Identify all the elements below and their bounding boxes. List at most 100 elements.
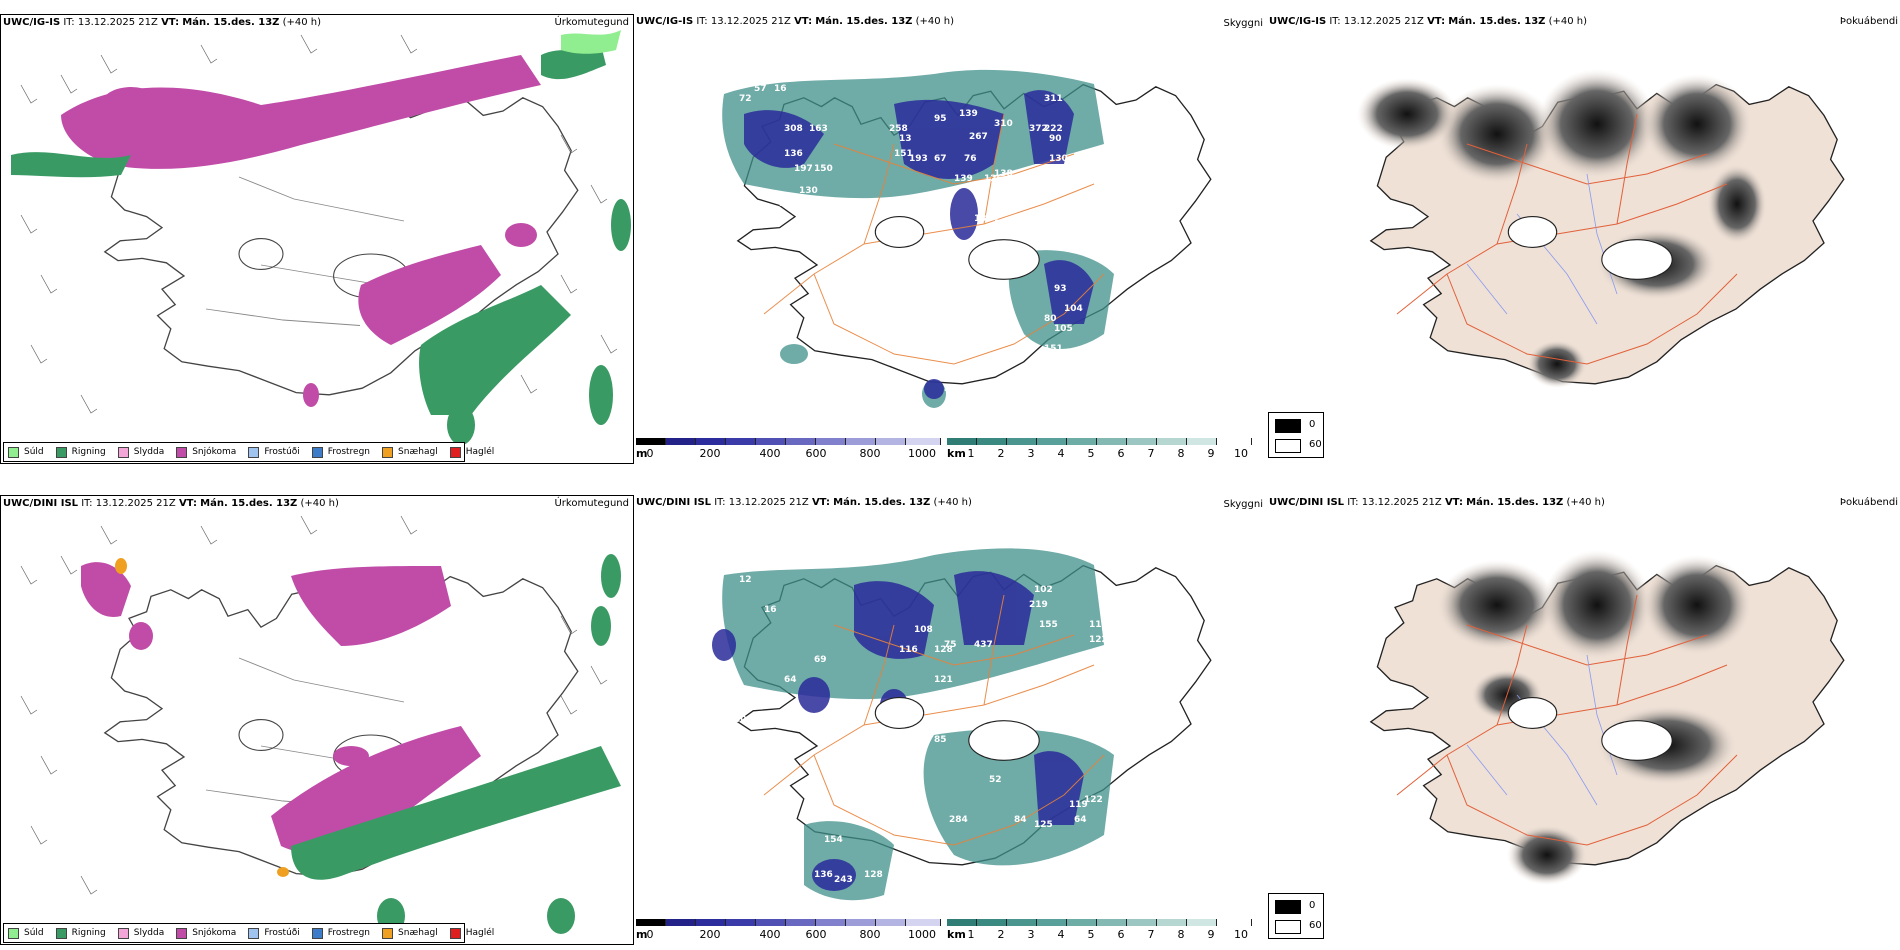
vt-label: VT:: [794, 16, 813, 27]
ceiling-height-label: 93: [1054, 284, 1067, 294]
precip-type-legend-1: Súld Rigning Slydda Snjókoma Frostúði Fr…: [3, 442, 494, 462]
precip-panel-1: UWC/IG-IS IT: 13.12.2025 21Z VT: Mán. 15…: [0, 14, 634, 464]
ceiling-header-2: UWC/DINI ISL IT: 13.12.2025 21Z VT: Mán.…: [636, 497, 972, 508]
ceiling-panel-1: 72 57 16 308 163 136 197 150 130 56 83 62 258 13 151 95…: [634, 14, 1267, 464]
ceiling-tick: 200: [699, 928, 721, 941]
ceiling-tick: 600: [805, 928, 827, 941]
ceiling-height-label: 22: [1024, 224, 1037, 234]
vt-label: VT:: [1427, 16, 1446, 27]
legend-item: Rigning: [55, 446, 106, 458]
ceiling-height-label: 136: [784, 149, 803, 159]
valid-time: Mán. 15.des. 13Z: [182, 17, 280, 28]
ceiling-height-label: 16: [764, 605, 777, 615]
visibility-tick: 6: [1117, 928, 1125, 941]
visibility-colorbar-1: km 1 2 3 4 5 6 7 8 9 10: [947, 438, 1252, 464]
visibility-unit: km: [947, 928, 966, 941]
ceiling-height-label: 150: [814, 164, 833, 174]
ceiling-height-label: 108: [914, 625, 933, 635]
it-label: IT:: [714, 497, 726, 508]
ceiling-height-label: 51: [754, 695, 767, 705]
init-time: 13.12.2025 21Z: [95, 498, 176, 509]
ceiling-height-label: 130: [1049, 154, 1068, 164]
it-label: IT:: [696, 16, 708, 27]
visibility-tick: 4: [1057, 447, 1065, 460]
legend-item: Rigning: [55, 927, 106, 939]
valid-time: Mán. 15.des. 13Z: [200, 498, 298, 509]
fog-panel-2: UWC/DINI ISL IT: 13.12.2025 21Z VT: Mán.…: [1267, 495, 1900, 945]
valid-time: Mán. 15.des. 13Z: [833, 497, 931, 508]
ceiling-tick: 600: [805, 447, 827, 460]
ceiling-height-label: 311: [1044, 94, 1063, 104]
it-label: IT:: [81, 498, 93, 509]
lead-time: (+40 h): [1548, 16, 1588, 27]
init-time: 13.12.2025 21Z: [728, 497, 809, 508]
vt-label: VT:: [178, 498, 197, 509]
ceiling-height-label: 122: [1089, 635, 1108, 645]
fog-map-1: [1357, 69, 1845, 388]
ceiling-height-label: 57: [754, 84, 767, 94]
legend-item: Frostúði: [248, 446, 300, 458]
visibility-tick: 7: [1147, 928, 1155, 941]
vt-label: VT:: [811, 497, 830, 508]
precip-map-2: [20, 515, 621, 934]
visibility-tick: 2: [997, 447, 1005, 460]
ceiling-height-label: 116: [899, 645, 918, 655]
ceiling-height-label: 16: [774, 84, 787, 94]
visibility-tick: 8: [1177, 447, 1185, 460]
ceiling-height-label: 144: [994, 219, 1013, 229]
legend-item: Snjókoma: [176, 446, 236, 458]
lead-time: (+40 h): [915, 16, 955, 27]
ceiling-height-label: 75: [944, 640, 957, 650]
ceiling-map-2: [712, 548, 1212, 901]
legend-item: Súld: [8, 927, 44, 939]
init-time: 13.12.2025 21Z: [1343, 16, 1424, 27]
ceiling-height-label: 155: [1039, 620, 1058, 630]
ceiling-height-label: 76: [964, 154, 977, 164]
ceiling-height-label: 90: [1049, 134, 1062, 144]
ceiling-height-label: 267: [969, 132, 988, 142]
ceiling-height-label: 84: [1014, 815, 1027, 825]
ceiling-height-label: 310: [994, 119, 1013, 129]
fog-legend-low: 60: [1309, 920, 1322, 931]
ceiling-colorbar-1: m 0 200 400 600 800 1000: [636, 438, 941, 464]
legend-item: Frostregn: [311, 446, 370, 458]
visibility-colorbar-2: km 1 2 3 4 5 6 7 8 9 10: [947, 919, 1252, 945]
visibility-tick: 5: [1087, 447, 1095, 460]
ceiling-height-label: 72: [739, 94, 752, 104]
precip-panel-2: UWC/DINI ISL IT: 13.12.2025 21Z VT: Mán.…: [0, 495, 634, 945]
fog-legend-1: 0 60: [1268, 412, 1324, 458]
fog-legend-2: 0 60: [1268, 893, 1324, 939]
init-time: 13.12.2025 21Z: [77, 17, 158, 28]
fog-header-2: UWC/DINI ISL IT: 13.12.2025 21Z VT: Mán.…: [1269, 497, 1605, 508]
ceiling-height-label: 130: [799, 186, 818, 196]
model-name: UWC/DINI ISL: [3, 498, 79, 509]
ceiling-height-label: 81: [904, 705, 917, 715]
ceiling-tick: 0: [646, 447, 654, 460]
ceiling-height-label: 85: [934, 735, 947, 745]
ceiling-height-label: 80: [1044, 314, 1057, 324]
ceiling-height-label: 243: [834, 875, 853, 885]
ceiling-tick: 0: [646, 928, 654, 941]
legend-item: Haglél: [449, 927, 494, 939]
valid-time: Mán. 15.des. 13Z: [1448, 16, 1546, 27]
ceiling-tick: 400: [759, 447, 781, 460]
legend-item: Snæhagl: [382, 927, 438, 939]
valid-time: Mán. 15.des. 13Z: [815, 16, 913, 27]
ceiling-tick: 800: [859, 447, 881, 460]
ceiling-height-label: 139: [954, 174, 973, 184]
ceiling-height-label: 56: [779, 199, 792, 209]
fog-title-1: Þokuábendi: [1839, 16, 1898, 27]
fog-legend-low: 60: [1309, 439, 1322, 450]
ceiling-height-label: 105: [1054, 324, 1073, 334]
visibility-tick: 10: [1234, 928, 1248, 941]
visibility-tick: 5: [1087, 928, 1095, 941]
legend-item: Frostregn: [311, 927, 370, 939]
precip-title-2: Úrkomutegund: [554, 498, 629, 509]
ceiling-height-label: 64: [1074, 815, 1087, 825]
ceiling-height-label: 122: [1084, 795, 1103, 805]
vt-label: VT:: [161, 17, 180, 28]
precip-title-1: Úrkomutegund: [554, 17, 629, 28]
lead-time: (+40 h): [282, 17, 322, 28]
ceiling-height-label: 219: [1029, 600, 1048, 610]
legend-item: Haglél: [449, 446, 494, 458]
